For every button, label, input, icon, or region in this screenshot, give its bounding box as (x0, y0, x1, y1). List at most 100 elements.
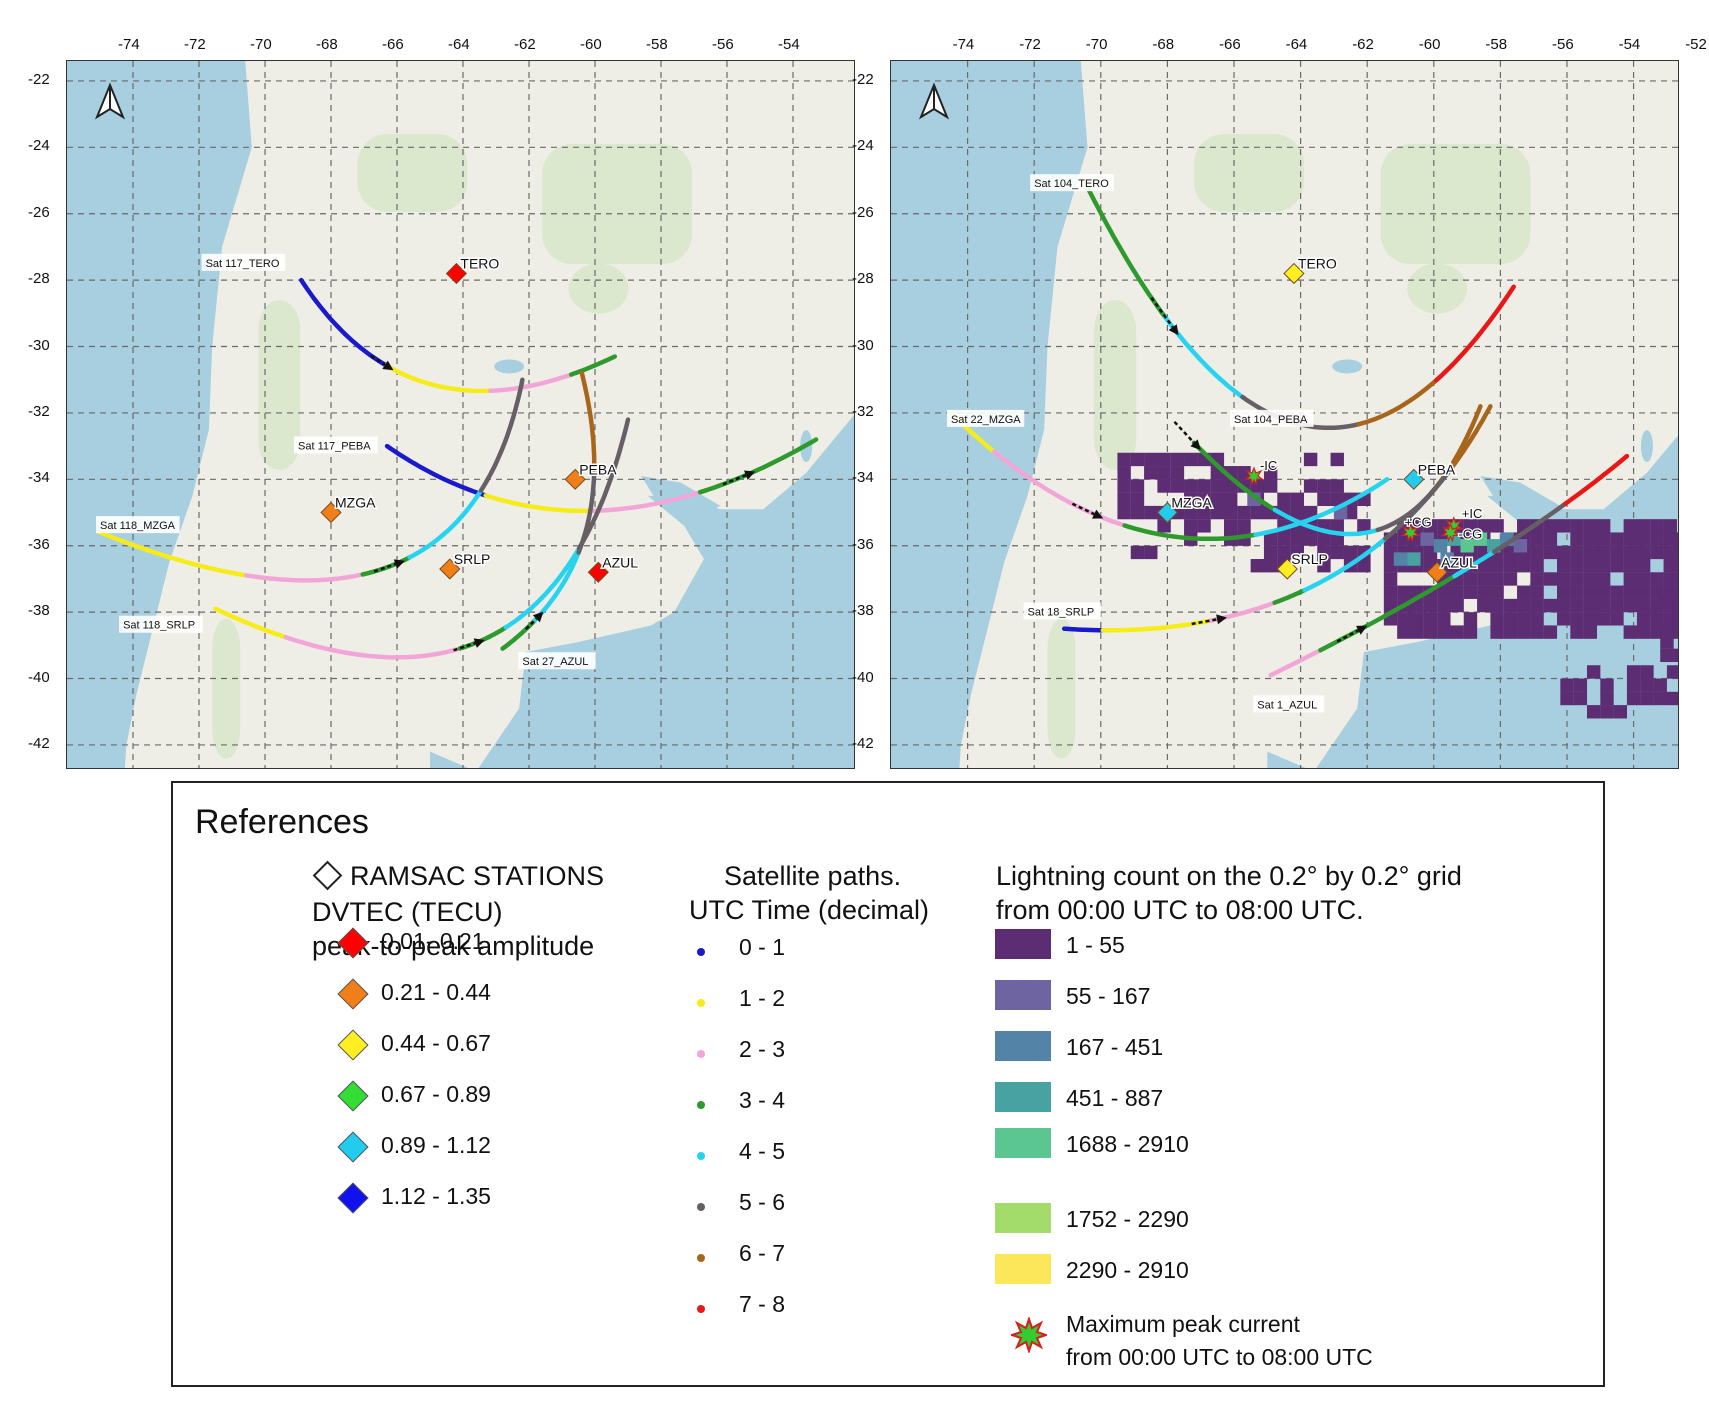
station-label: TERO (460, 255, 499, 271)
direction-arrow-icon (1190, 439, 1201, 451)
right-lon-tick: -68 (1152, 36, 1175, 53)
lightning-cell (1676, 572, 1678, 586)
lightning-cell (1477, 585, 1491, 599)
left-lon-tick: -72 (184, 36, 206, 53)
lightning-marker-label: -CG (1458, 526, 1482, 541)
lightning-cell (1250, 505, 1265, 520)
dvtec-label: 0.89 - 1.12 (381, 1132, 491, 1158)
peak-current-star-icon (1011, 1317, 1047, 1353)
lightning-cell (1503, 559, 1518, 573)
right-lon-tick: -60 (1418, 36, 1441, 53)
lightning-cell (1423, 519, 1438, 533)
path-segment (283, 635, 463, 660)
station-marker-icon (1426, 561, 1448, 583)
lightning-cell (1530, 532, 1544, 546)
lightning-cell (1410, 612, 1424, 626)
lightning-cell (1570, 519, 1584, 533)
dvtec-diamond-icon (337, 978, 369, 1010)
path-segment (483, 493, 593, 514)
lightning-cell (1626, 678, 1641, 692)
path-segment (384, 443, 488, 498)
lightning-color-swatch (995, 980, 1051, 1010)
vegetation-zone (542, 144, 693, 264)
lightning-cell (1290, 545, 1304, 560)
lightning-cell (1170, 466, 1185, 480)
lightning-cell (1653, 678, 1667, 692)
lightning-cell (1463, 585, 1478, 599)
lightning-cell (1610, 598, 1624, 613)
path-segment (587, 489, 703, 514)
lightning-cell (1157, 452, 1171, 467)
station-marker-icon (320, 501, 342, 524)
lightning-cell (1557, 572, 1571, 586)
vegetation-zone (1407, 263, 1468, 314)
path-color-dot-icon (697, 1152, 705, 1160)
lightning-cell (1437, 612, 1451, 626)
station-marker-icon (1156, 501, 1178, 524)
dvtec-label: 0.21 - 0.44 (381, 979, 491, 1005)
station-label: PEBA (1418, 461, 1456, 477)
lightning-cell (1636, 625, 1651, 639)
lightning-cell (1636, 612, 1651, 626)
lightning-grid (1117, 452, 1678, 719)
satellite-path (97, 377, 525, 583)
lightning-color-swatch (995, 1128, 1051, 1158)
direction-arrow-icon (382, 360, 394, 371)
left-lon-tick: -68 (316, 36, 338, 53)
lightning-cell (1570, 545, 1584, 560)
direction-dash (453, 641, 476, 652)
lightning-cell (1317, 545, 1331, 560)
lightning-cell (1557, 598, 1571, 613)
path-label: Sat 27_AZUL (522, 656, 588, 668)
path-segment (1563, 453, 1630, 506)
lightning-cell (1557, 519, 1571, 533)
lightning-cell (1224, 519, 1238, 533)
lightning-cell (1663, 572, 1677, 586)
lightning-cell (1623, 545, 1637, 560)
right-lat-tick: -32 (852, 402, 874, 420)
lightning-cell (1530, 585, 1544, 599)
lightning-cell (1600, 691, 1614, 706)
path-segment (1272, 507, 1381, 537)
station-symbol-icon (312, 860, 343, 891)
path-label: Sat 1_AZUL (1257, 699, 1317, 711)
path-time-label: 6 - 7 (739, 1240, 786, 1266)
path-segment (1253, 477, 1390, 537)
lightning-cell (1623, 519, 1637, 533)
path-time-label: 1 - 2 (739, 985, 786, 1011)
right-lat-tick: -40 (852, 668, 874, 686)
rio-de-la-plata (1480, 476, 1561, 523)
lightning-cell (1623, 532, 1637, 546)
left-lat-tick: -42 (28, 734, 50, 752)
lightning-cell (1503, 612, 1518, 626)
lightning-cell (1490, 572, 1504, 586)
lightning-cell (1676, 559, 1678, 573)
lightning-cell (1543, 598, 1558, 613)
lightning-cell (1250, 479, 1265, 493)
path-segment (1356, 378, 1439, 427)
lightning-marker-label: -IC (1260, 458, 1277, 473)
lightning-cell (1557, 545, 1571, 560)
path-time-label: 4 - 5 (739, 1138, 786, 1164)
lightning-cell (1596, 545, 1611, 560)
lightning-cell (1450, 585, 1464, 599)
path-label: Sat 118_SRLP (123, 620, 195, 632)
satellite-path (500, 370, 597, 651)
lightning-cell (1263, 532, 1278, 546)
lightning-cell (1636, 519, 1651, 533)
dvtec-label: 0.44 - 0.67 (381, 1030, 491, 1056)
path-segment (1302, 536, 1388, 593)
lightning-cell (1543, 519, 1558, 533)
vegetation-zone (1194, 134, 1305, 213)
right-lon-tick: -74 (952, 36, 975, 53)
lightning-cell (1184, 505, 1198, 520)
lightning-cell (1636, 532, 1651, 546)
satellite-path (299, 277, 618, 394)
lightning-cell (1623, 585, 1637, 599)
lightning-cell (1263, 479, 1278, 493)
path-segment (1268, 647, 1323, 678)
vegetation-zone (212, 618, 241, 759)
lightning-cell (1184, 452, 1198, 467)
direction-dash (370, 354, 386, 366)
direction-arrow-icon (1092, 509, 1104, 519)
